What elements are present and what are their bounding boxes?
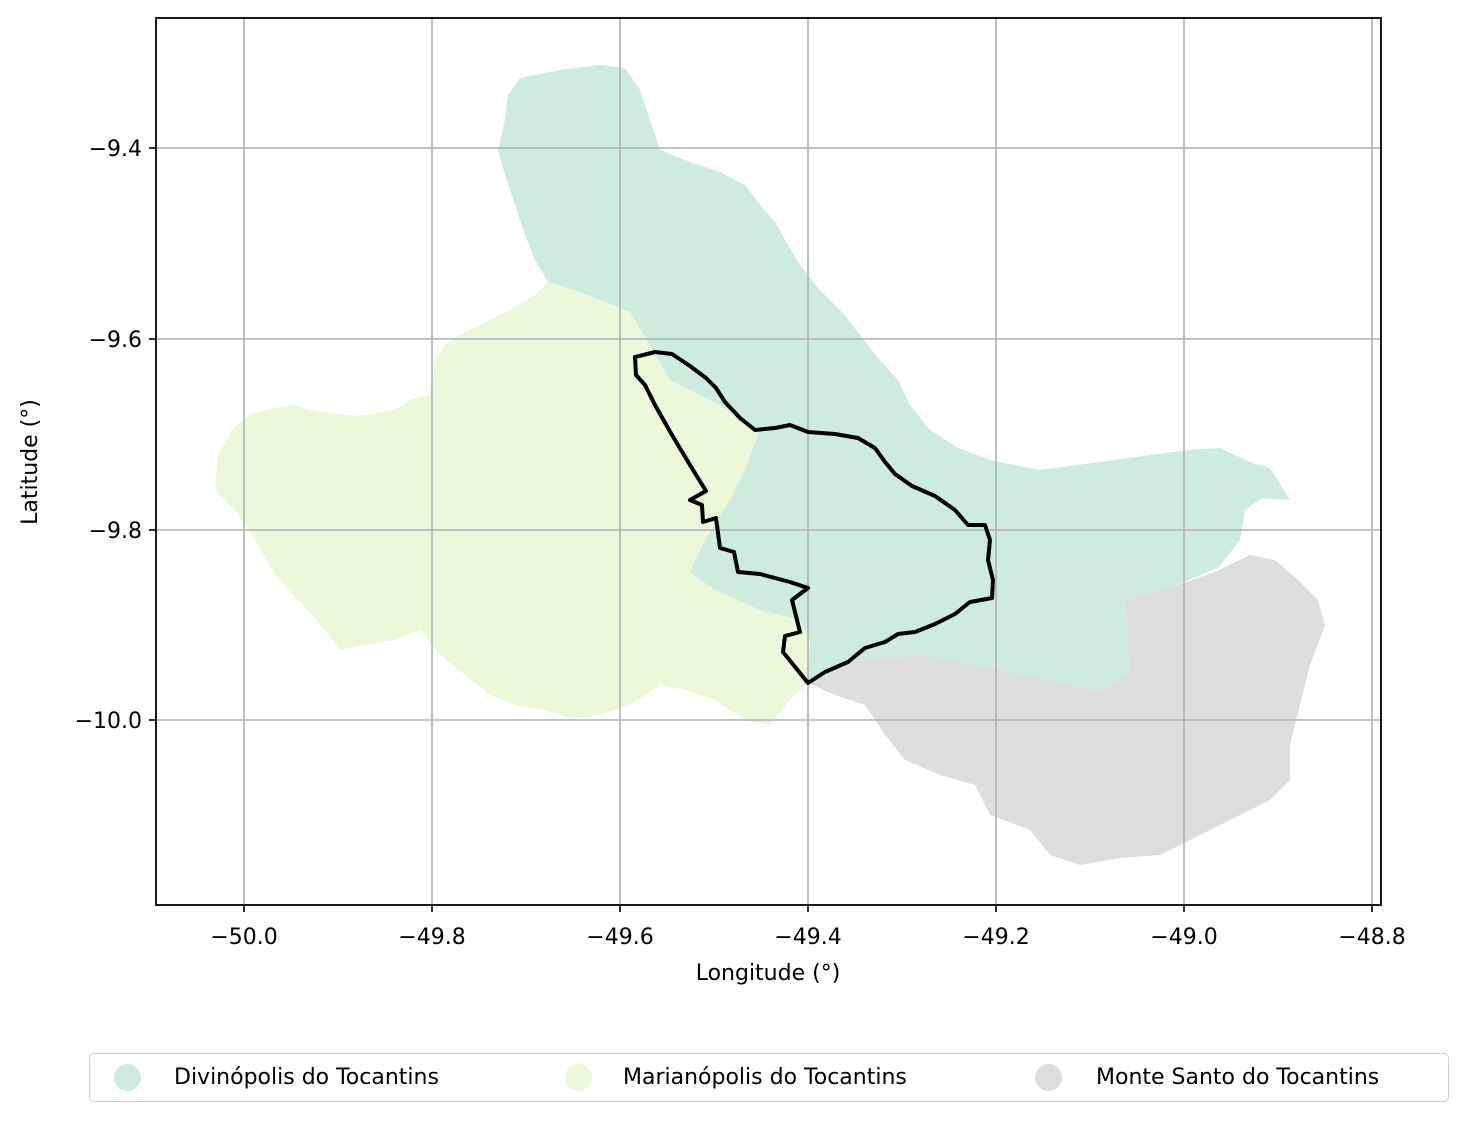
legend-swatch-circle-icon bbox=[1035, 1063, 1062, 1091]
highlight-outline bbox=[633, 350, 995, 685]
region-monte-santo bbox=[808, 555, 1325, 865]
x-tick-label: −49.6 bbox=[586, 925, 653, 950]
y-tick-labels: −9.4 −9.6 −9.8 −10.0 bbox=[75, 137, 142, 734]
legend-label: Monte Santo do Tocantins bbox=[1096, 1064, 1380, 1090]
y-tick-label: −9.8 bbox=[89, 519, 142, 544]
legend: Divinópolis do Tocantins Marianópolis do… bbox=[89, 1053, 1449, 1102]
legend-item-divinopolis: Divinópolis do Tocantins bbox=[114, 1054, 439, 1100]
x-tick-labels: −50.0 −49.8 −49.6 −49.4 −49.2 −49.0 −48.… bbox=[210, 925, 1405, 950]
y-axis-label: Latitude (°) bbox=[18, 399, 43, 525]
legend-item-marianopolis: Marianópolis do Tocantins bbox=[565, 1054, 907, 1100]
regions-layer bbox=[215, 65, 1325, 865]
x-tick-label: −49.0 bbox=[1150, 925, 1217, 950]
y-tick-label: −9.6 bbox=[89, 328, 142, 353]
region-divinopolis bbox=[498, 65, 1290, 692]
x-tick-label: −49.8 bbox=[398, 925, 465, 950]
x-tick-label: −49.2 bbox=[962, 925, 1029, 950]
legend-swatch-circle-icon bbox=[565, 1063, 592, 1091]
x-tick-label: −48.8 bbox=[1338, 925, 1405, 950]
legend-swatch-circle-icon bbox=[114, 1063, 141, 1091]
region-marianopolis bbox=[215, 282, 810, 725]
x-axis-label: Longitude (°) bbox=[696, 961, 841, 986]
grid-lines bbox=[156, 18, 1381, 905]
x-tick-label: −50.0 bbox=[210, 925, 277, 950]
legend-label: Divinópolis do Tocantins bbox=[174, 1064, 439, 1090]
tick-marks bbox=[149, 147, 1373, 912]
x-tick-label: −49.4 bbox=[774, 925, 841, 950]
legend-label: Marianópolis do Tocantins bbox=[623, 1064, 907, 1090]
axes-frame bbox=[155, 17, 1382, 906]
legend-item-monte-santo: Monte Santo do Tocantins bbox=[1035, 1054, 1379, 1100]
y-tick-label: −9.4 bbox=[89, 137, 142, 162]
y-tick-label: −10.0 bbox=[75, 709, 142, 734]
